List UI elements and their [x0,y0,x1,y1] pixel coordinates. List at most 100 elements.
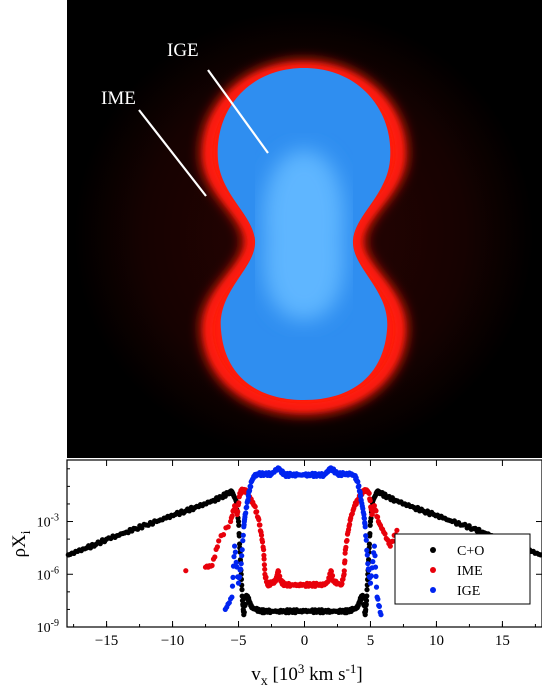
data-point [212,554,218,560]
data-point [367,522,373,528]
data-point [367,498,373,504]
data-point [239,587,245,593]
y-tick-label-exponent: -6 [51,565,59,576]
data-point [375,514,381,520]
x-axis-ticks: −15 −10 −5 0 5 10 15 [73,460,536,649]
data-point [252,504,258,510]
y-tick-label-base: 10 [37,568,51,583]
data-point [538,552,542,558]
legend-marker [430,567,436,573]
data-point [242,601,248,607]
ejecta-image: IGE IME [67,0,542,460]
chart-marks [65,465,542,618]
data-point [229,583,236,589]
data-point [363,598,370,604]
data-point [362,524,368,530]
x-axis-label-unit-open: [10 [268,664,298,685]
data-point [341,568,347,574]
x-tick-label: 10 [429,633,444,649]
data-point [376,603,382,609]
data-point [248,484,254,490]
data-point [329,573,336,579]
data-point [239,547,245,553]
data-point [214,544,220,550]
data-point [235,509,241,515]
data-point [235,580,242,586]
data-point [372,564,379,570]
data-point [373,573,379,579]
data-point [367,531,373,537]
data-point [259,539,266,545]
x-axis-label-exponent: 3 [298,661,305,676]
y-axis-label-main: ρX [9,534,30,557]
data-point [387,543,393,549]
data-point [366,490,372,496]
y-axis-label-subscript: i [19,530,34,534]
y-tick-label-exponent: -3 [51,513,59,524]
data-point [370,559,376,565]
data-point [236,533,242,539]
data-point [364,552,370,558]
legend-label: IME [457,564,483,579]
data-point [363,607,369,613]
data-point [254,509,260,515]
data-point [342,558,348,564]
data-point [97,541,103,547]
data-point [237,574,243,580]
data-point [363,601,369,607]
data-point [240,532,246,538]
data-point [344,537,350,544]
y-tick-label-base: 10 [37,621,51,636]
data-point [373,584,380,590]
data-point [257,522,263,528]
data-point [371,543,377,549]
data-point [229,594,235,600]
y-tick-label: 10-9 [37,618,59,636]
data-point [378,612,384,618]
data-point [239,553,245,559]
ige-bright-waist [263,150,345,320]
data-point [256,517,262,523]
y-tick-label-exponent: -9 [51,618,59,629]
data-point [216,538,222,544]
data-point [243,510,249,516]
ime-bright-rim [205,64,403,411]
legend-label: IGE [457,584,480,599]
data-point [372,553,378,559]
legend-label: C+O [457,544,484,559]
ejecta-image-panel: IGE IME [67,0,542,460]
y-axis-ticks: 10-910-610-3 [37,468,542,636]
x-axis-label: vx [103 km s-1] [251,661,362,686]
data-point [232,549,238,555]
data-point [233,559,239,565]
y-axis-label: ρXi [9,530,34,557]
data-point [262,566,268,572]
data-point [232,543,238,549]
data-point [382,531,388,537]
data-point [261,547,267,553]
data-point [343,544,349,550]
data-point [366,557,372,563]
data-point [244,504,250,510]
legend-marker [430,547,436,553]
data-point [390,538,396,544]
data-point [220,532,227,538]
abundance-chart-svg: −15 −10 −5 0 5 10 15 10-910-610-3 vx [103 km s… [9,459,542,689]
data-point [365,561,371,567]
x-axis-label-exponent-2: -1 [346,661,357,676]
data-point [263,574,269,580]
data-point [209,562,215,569]
data-point [364,593,370,599]
data-point [261,556,267,562]
data-point [240,538,246,544]
x-tick-label: 0 [301,633,309,649]
data-point [363,537,369,543]
data-point [258,532,265,538]
data-point [355,479,361,485]
data-point [229,513,235,519]
y-tick-label: 10-3 [37,513,59,531]
x-tick-label: 5 [367,633,375,649]
data-point [231,554,237,560]
x-tick-label: −15 [95,633,118,649]
abundance-chart: −15 −10 −5 0 5 10 15 10-9 10-6 10-3 vx [103 km s… [0,452,542,689]
